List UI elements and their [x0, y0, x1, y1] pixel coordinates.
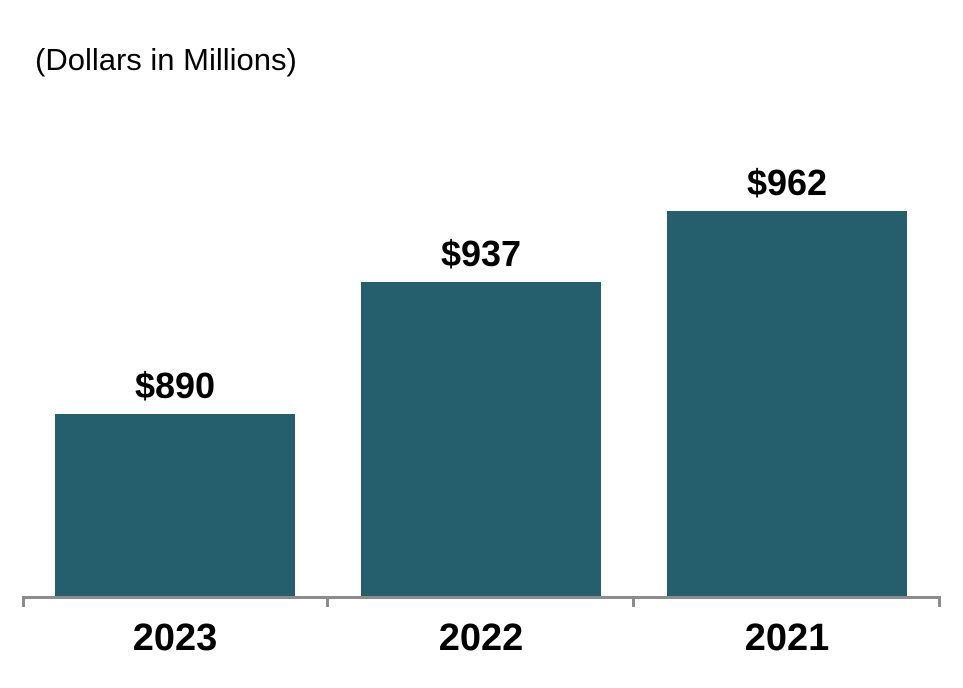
x-axis-tick — [632, 596, 635, 607]
chart-title: (Dollars in Millions) — [35, 42, 297, 77]
x-axis-tick — [22, 596, 25, 607]
x-axis-tick — [938, 596, 941, 607]
x-axis-label-2022: 2022 — [438, 617, 524, 659]
bar-column-2023: $890 — [22, 175, 328, 596]
bar-column-2021: $962 — [634, 162, 940, 596]
x-axis-tick — [326, 596, 329, 607]
bar-2021 — [667, 211, 907, 596]
bar-value-label-2023: $890 — [134, 364, 216, 406]
x-axis-label-2023: 2023 — [132, 617, 218, 659]
x-axis-label-2021: 2021 — [744, 617, 830, 659]
bar-value-label-2022: $937 — [440, 232, 522, 274]
bar-column-2022: $937 — [328, 175, 634, 596]
x-axis-line — [22, 596, 941, 599]
bar-2022 — [361, 282, 601, 596]
plot-area: $890 $937 $962 — [22, 162, 940, 596]
bar-2023 — [55, 414, 295, 596]
bar-value-label-2021: $962 — [746, 161, 828, 203]
x-axis-labels: 2023 2022 2021 — [22, 616, 940, 666]
